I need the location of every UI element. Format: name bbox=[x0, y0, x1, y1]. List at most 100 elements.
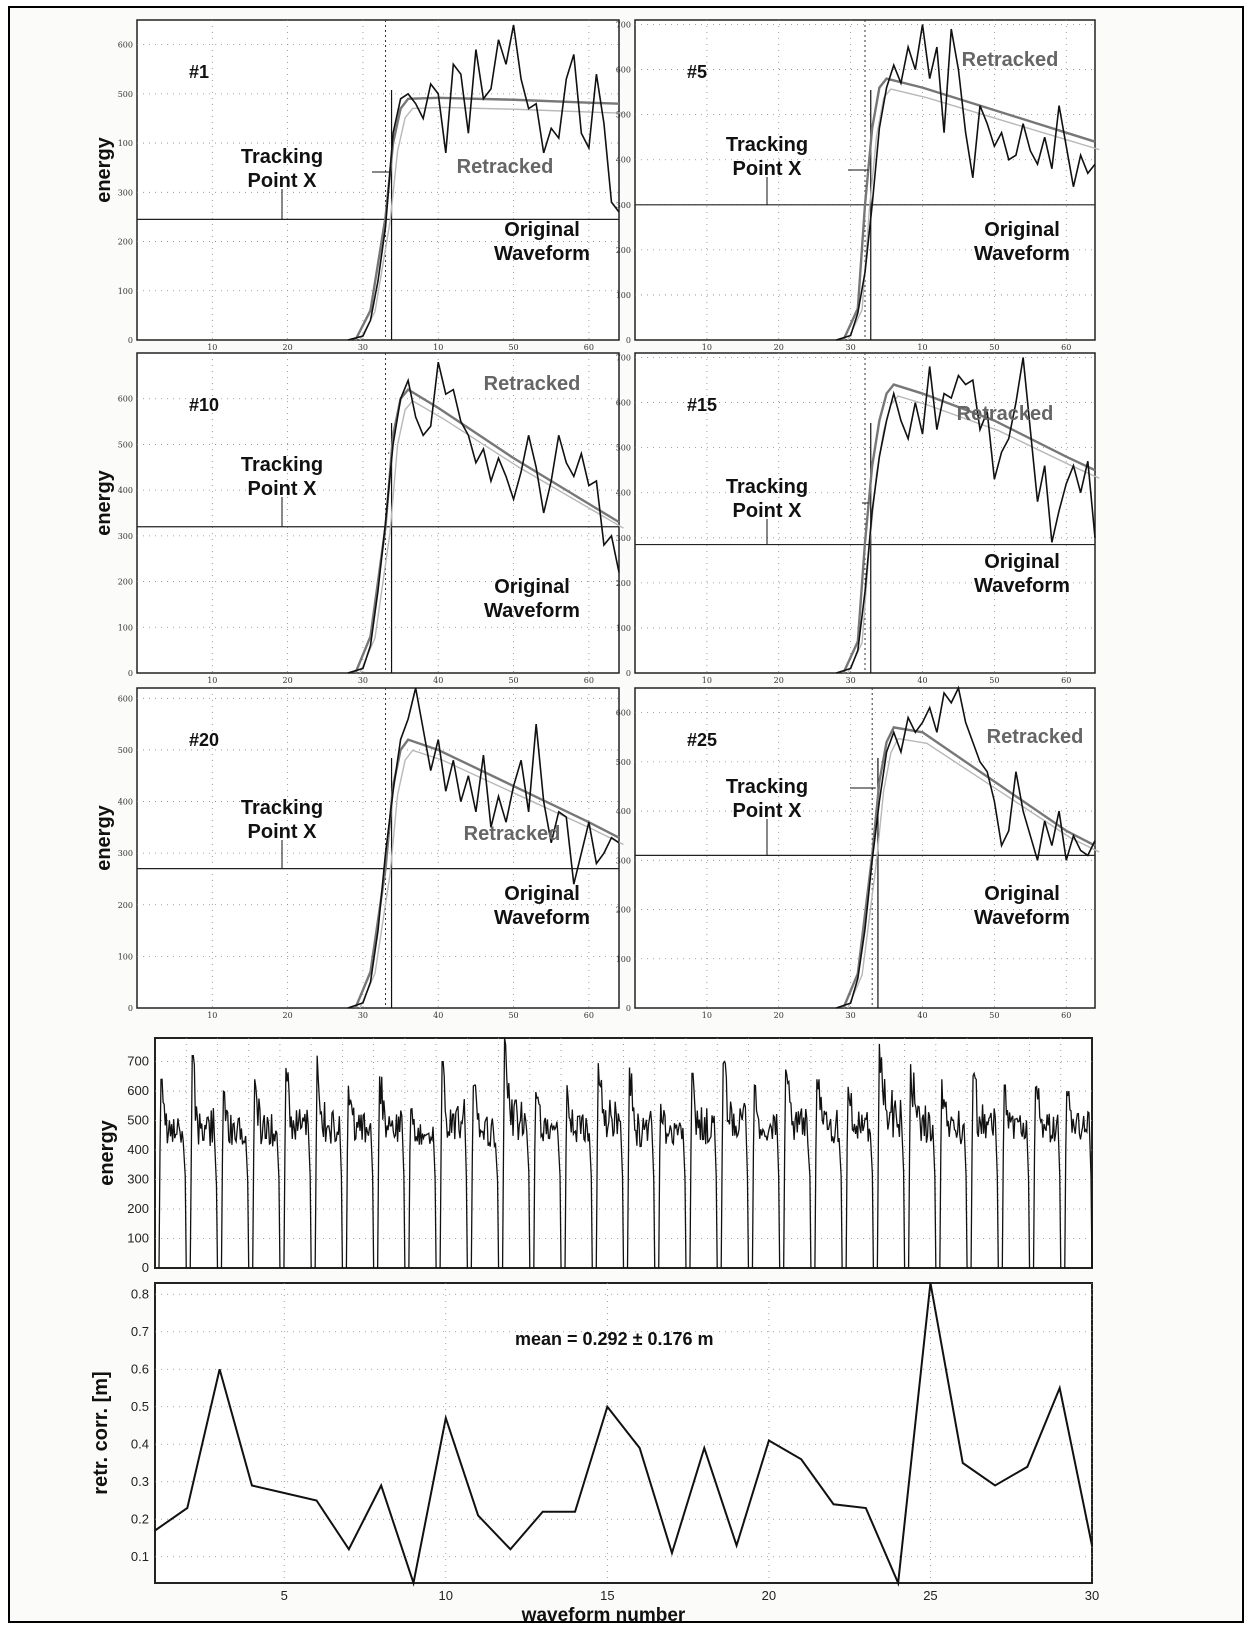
original-waveform-label: Waveform bbox=[494, 907, 590, 929]
y-tick-label: 0 bbox=[128, 336, 133, 345]
x-tick-label: 30 bbox=[846, 343, 856, 352]
energy-burst bbox=[907, 1064, 937, 1269]
energy-burst bbox=[1064, 1090, 1093, 1269]
y-tick-label: 0 bbox=[626, 669, 631, 678]
retracked-label: Retracked bbox=[957, 403, 1054, 425]
tracking-point-label: Point X bbox=[733, 500, 803, 522]
energy-burst bbox=[501, 1037, 531, 1269]
x-tick-label: 25 bbox=[923, 1588, 937, 1603]
original-waveform-line bbox=[836, 24, 1096, 341]
original-waveform-label: Original bbox=[504, 883, 580, 905]
original-waveform-line bbox=[347, 24, 620, 341]
x-tick-label: 40 bbox=[433, 1011, 443, 1020]
energy-burst bbox=[189, 1055, 219, 1269]
y-tick-label: 300 bbox=[118, 849, 133, 858]
tracking-point-label: Tracking bbox=[726, 134, 808, 156]
x-tick-label: 30 bbox=[358, 343, 368, 352]
tracking-point-label: Tracking bbox=[726, 776, 808, 798]
energy-burst bbox=[595, 1063, 625, 1269]
tracking-point-label: Point X bbox=[733, 158, 803, 180]
x-tick-label: 15 bbox=[600, 1588, 614, 1603]
x-tick-label: 60 bbox=[1061, 1011, 1071, 1020]
energy-burst bbox=[783, 1069, 812, 1269]
x-tick-label: 5 bbox=[281, 1588, 288, 1603]
y-tick-label: 100 bbox=[118, 287, 133, 296]
y-tick-label: 600 bbox=[118, 395, 133, 404]
y-tick-label: 0.1 bbox=[131, 1549, 149, 1564]
mean-annotation: mean = 0.292 ± 0.176 m bbox=[515, 1329, 714, 1349]
energy-burst bbox=[939, 1079, 968, 1269]
y-tick-label: 300 bbox=[616, 856, 631, 865]
y-tick-label: 300 bbox=[118, 532, 133, 541]
y-tick-label: 0.7 bbox=[131, 1324, 149, 1339]
y-axis-label: energy bbox=[93, 804, 115, 870]
original-waveform-label: Original bbox=[984, 219, 1060, 241]
y-tick-label: 200 bbox=[127, 1201, 149, 1216]
x-tick-label: 30 bbox=[846, 676, 856, 685]
x-tick-label: 30 bbox=[358, 1011, 368, 1020]
tracking-point-label: Point X bbox=[733, 800, 803, 822]
original-waveform-line bbox=[835, 685, 1096, 1009]
x-tick-label: 10 bbox=[207, 343, 217, 352]
x-tick-label: 20 bbox=[774, 676, 784, 685]
retracked-curve bbox=[354, 738, 620, 1009]
y-tick-label: 600 bbox=[127, 1083, 149, 1098]
y-tick-label: 600 bbox=[616, 399, 631, 408]
y-tick-label: 400 bbox=[616, 156, 631, 165]
retracked-label: Retracked bbox=[987, 726, 1084, 748]
y-tick-label: 0.4 bbox=[131, 1436, 149, 1451]
y-tick-label: 0 bbox=[128, 1004, 133, 1013]
energy-burst bbox=[439, 1060, 468, 1269]
original-waveform-label: Waveform bbox=[494, 243, 590, 265]
y-tick-label: 500 bbox=[127, 1113, 149, 1128]
y-tick-label: 300 bbox=[616, 201, 631, 210]
y-tick-label: 100 bbox=[127, 1231, 149, 1246]
y-tick-label: 0.5 bbox=[131, 1399, 149, 1414]
energy-burst bbox=[220, 1090, 250, 1269]
y-tick-label: 500 bbox=[118, 440, 133, 449]
original-waveform-label: Original bbox=[984, 551, 1060, 573]
energy-burst bbox=[626, 1067, 656, 1269]
correction-line bbox=[154, 1282, 1093, 1587]
original-waveform-label: Waveform bbox=[974, 243, 1070, 265]
x-tick-label: 60 bbox=[1061, 343, 1071, 352]
energy-burst bbox=[876, 1043, 906, 1269]
fit-curve bbox=[847, 737, 1100, 1009]
y-axis-label: retr. corr. [m] bbox=[90, 1371, 112, 1494]
retracked-label: Retracked bbox=[484, 373, 581, 395]
y-tick-label: 100 bbox=[118, 952, 133, 961]
y-tick-label: 100 bbox=[118, 139, 133, 148]
retracked-label: Retracked bbox=[457, 156, 554, 178]
x-tick-label: 20 bbox=[762, 1588, 776, 1603]
original-waveform-line bbox=[347, 687, 620, 1009]
y-tick-label: 600 bbox=[118, 41, 133, 50]
x-tick-label: 60 bbox=[1061, 676, 1071, 685]
y-tick-label: 300 bbox=[118, 188, 133, 197]
energy-burst bbox=[564, 1085, 593, 1269]
x-tick-label: 30 bbox=[846, 1011, 856, 1020]
tracking-point-label: Point X bbox=[248, 821, 318, 843]
retracked-curve bbox=[842, 77, 1096, 341]
energy-burst bbox=[470, 1084, 500, 1269]
x-tick-label: 10 bbox=[433, 343, 443, 352]
energy-burst bbox=[533, 1091, 562, 1269]
energy-burst bbox=[283, 1067, 312, 1269]
x-tick-label: 10 bbox=[702, 343, 712, 352]
y-tick-label: 400 bbox=[118, 798, 133, 807]
x-tick-label: 10 bbox=[207, 1011, 217, 1020]
y-axis-label: energy bbox=[96, 1119, 118, 1185]
x-tick-label: 60 bbox=[584, 676, 594, 685]
x-tick-label: 50 bbox=[989, 1011, 999, 1020]
original-waveform-label: Original bbox=[984, 883, 1060, 905]
y-tick-label: 0 bbox=[128, 669, 133, 678]
tracking-point-label: Point X bbox=[248, 170, 318, 192]
x-tick-label: 50 bbox=[989, 343, 999, 352]
x-tick-label: 50 bbox=[508, 1011, 518, 1020]
panel-id: #25 bbox=[687, 730, 717, 750]
energy-burst bbox=[814, 1079, 843, 1269]
original-waveform-line bbox=[836, 357, 1096, 674]
y-tick-label: 100 bbox=[616, 624, 631, 633]
